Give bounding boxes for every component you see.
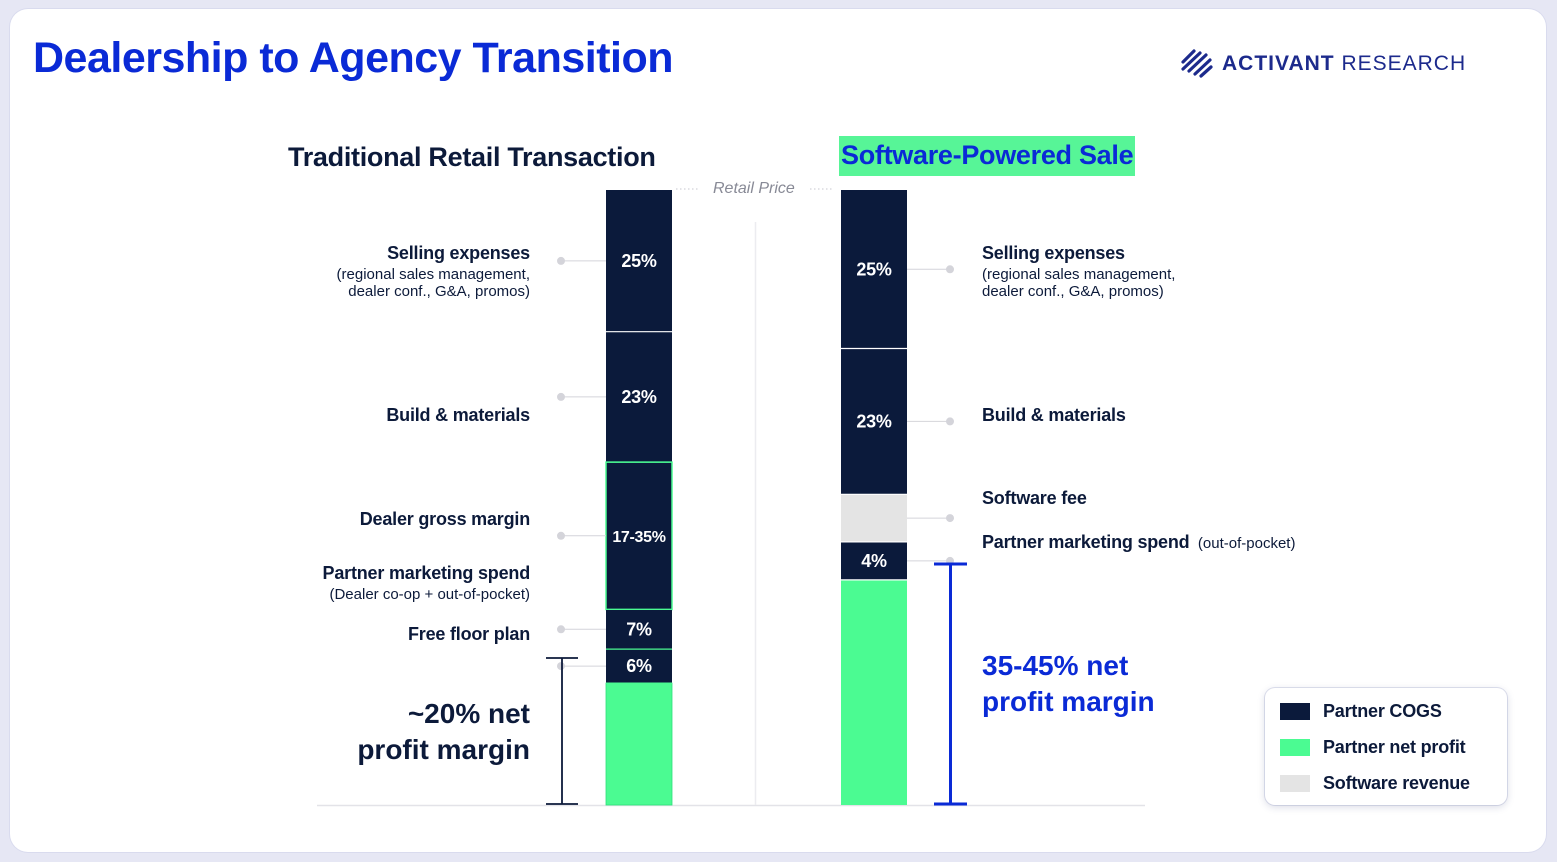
left-label-selling-expenses: Selling expenses (regional sales managem… xyxy=(336,243,531,300)
bar-segment-partner-marketing-spend xyxy=(606,609,672,650)
bar-segment-software-fee xyxy=(841,494,907,542)
legend: Partner COGS Partner net profit Software… xyxy=(1265,688,1507,805)
legend-swatch-net-profit xyxy=(1280,739,1310,756)
left-net-profit-bracket xyxy=(546,657,578,805)
connector-dot xyxy=(946,265,954,274)
bar-segment-dealer-gross-margin xyxy=(605,461,673,611)
legend-item-net-profit: Partner net profit xyxy=(1280,737,1466,758)
right-label-build-materials: Build & materials xyxy=(982,405,1126,425)
connector-dot xyxy=(557,662,565,671)
bar-value-label: 7% xyxy=(626,619,652,639)
right-net-profit-bracket xyxy=(934,562,967,806)
brand-name: ACTIVANT RESEARCH xyxy=(1222,52,1467,75)
connector-dot xyxy=(557,392,565,401)
right-label-selling-expenses: Selling expenses (regional sales managem… xyxy=(982,243,1176,300)
left-column-title: Traditional Retail Transaction xyxy=(288,142,656,172)
connector-dot xyxy=(557,625,565,634)
legend-swatch-cogs xyxy=(1280,703,1310,720)
bar-segment-selling-expenses xyxy=(606,190,672,332)
right-label-software-fee: Software fee xyxy=(982,488,1087,508)
bar-value-label: 25% xyxy=(856,259,891,279)
connector-dot xyxy=(946,514,954,523)
bar-segment-net-profit xyxy=(605,682,673,806)
left-stacked-bar: 25% 23% 17-35% 7% 6% xyxy=(605,190,673,806)
connector-dot xyxy=(946,417,954,426)
bar-segment-selling-expenses xyxy=(841,190,907,349)
retail-price-label: Retail Price xyxy=(713,180,795,197)
activant-logo-icon xyxy=(1181,49,1213,78)
bar-segment-build-materials xyxy=(841,348,907,495)
legend-item-software-revenue: Software revenue xyxy=(1280,773,1470,794)
left-label-partner-marketing: Partner marketing spend (Dealer co-op + … xyxy=(322,563,531,603)
right-net-profit-callout: 35-45% net profit margin xyxy=(982,650,1155,717)
bar-value-label: 6% xyxy=(626,656,652,676)
left-label-dealer-gross-margin: Dealer gross margin xyxy=(359,509,530,529)
right-label-partner-marketing: Partner marketing spend (out-of-pocket) xyxy=(982,532,1296,552)
bar-segment-build-materials xyxy=(606,331,672,463)
bar-value-label: 23% xyxy=(621,387,656,407)
legend-item-cogs: Partner COGS xyxy=(1280,701,1442,722)
connector-dot xyxy=(557,256,565,265)
legend-swatch-software-revenue xyxy=(1280,775,1310,792)
bar-value-label: 4% xyxy=(861,551,887,571)
left-net-profit-callout: ~20% net profit margin xyxy=(357,698,530,765)
bar-value-label: 23% xyxy=(856,411,891,431)
connector-dot xyxy=(557,531,565,540)
bar-value-label: 17-35% xyxy=(612,529,665,546)
bar-value-label: 25% xyxy=(621,251,656,271)
left-label-free-floor-plan: Free floor plan xyxy=(407,624,530,644)
right-stacked-bar: 25% 23% 4% xyxy=(841,190,907,805)
brand-logo: ACTIVANT RESEARCH xyxy=(1180,46,1466,82)
bar-segment-free-floor-plan xyxy=(606,649,672,684)
bar-segment-net-profit xyxy=(841,579,907,805)
page-title: Dealership to Agency Transition xyxy=(33,34,674,82)
right-column-title: Software-Powered Sale xyxy=(839,136,1136,176)
left-label-build-materials: Build & materials xyxy=(386,405,530,425)
bar-segment-partner-marketing-spend xyxy=(841,541,907,580)
